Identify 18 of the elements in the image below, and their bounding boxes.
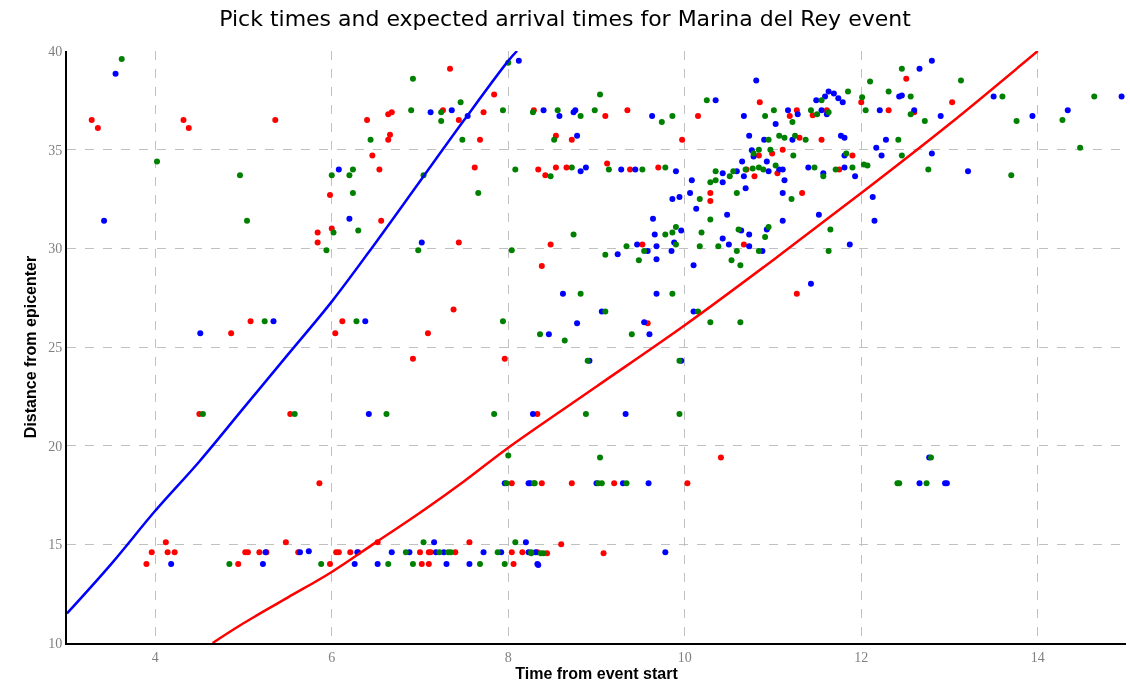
y-tick-label: 35 bbox=[48, 142, 63, 158]
x-tick-label: 6 bbox=[328, 649, 336, 665]
x-tick-label: 12 bbox=[854, 649, 869, 665]
y-axis-title: Distance from epicenter bbox=[21, 255, 39, 439]
line-series bbox=[211, 51, 1039, 643]
x-tick-label: 10 bbox=[677, 649, 692, 665]
y-tick-label: 25 bbox=[48, 339, 63, 355]
y-tick-label: 15 bbox=[48, 537, 63, 553]
y-tick-label: 40 bbox=[48, 43, 63, 59]
x-axis-title: Time from event start bbox=[515, 665, 679, 682]
line-series bbox=[67, 51, 519, 615]
y-tick-label: 20 bbox=[48, 438, 63, 454]
y-tick-label: 30 bbox=[48, 241, 63, 257]
y-tick-label: 10 bbox=[48, 635, 63, 651]
x-tick-label: 4 bbox=[151, 649, 159, 665]
x-tick-label: 14 bbox=[1030, 649, 1045, 665]
x-tick-label: 8 bbox=[504, 649, 512, 665]
chart-title: Pick times and expected arrival times for Marina del Rey event bbox=[219, 5, 912, 31]
